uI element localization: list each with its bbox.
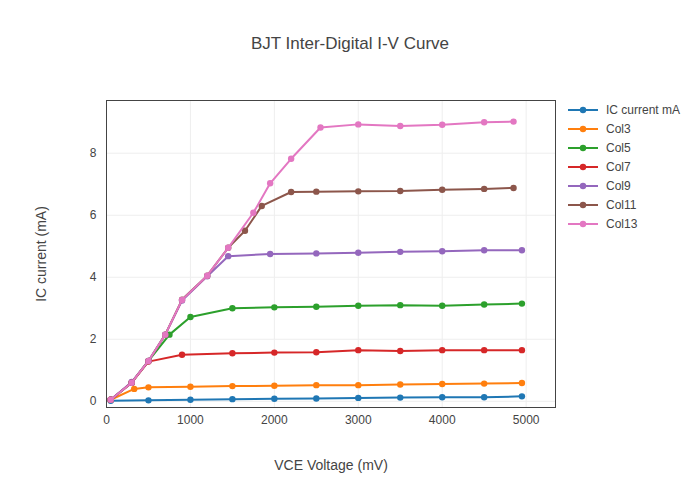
html-text:Col3: Col3 [606,121,631,136]
svg-text:0: 0 [103,413,110,427]
html-text:IC current mA: IC current mA [606,102,680,117]
svg-text:2000: 2000 [261,413,288,427]
svg-text:0: 0 [90,394,97,408]
svg-text:6: 6 [90,208,97,222]
svg-text:2: 2 [90,332,97,346]
html-text:Col5: Col5 [606,140,631,155]
svg-text:5000: 5000 [513,413,540,427]
html-text:Col7: Col7 [606,159,631,174]
svg-text:8: 8 [90,146,97,160]
svg-text:3000: 3000 [345,413,372,427]
svg-text:1000: 1000 [177,413,204,427]
svg-text:VCE Voltage (mV): VCE Voltage (mV) [274,457,388,473]
svg-text:4: 4 [90,270,97,284]
html-text:Col13: Col13 [606,216,638,231]
html-text:Col9: Col9 [606,178,631,193]
html-text:Col11: Col11 [606,197,637,212]
svg-text:IC current (mA): IC current (mA) [33,206,49,302]
html-text:BJT Inter-Digital I-V Curve: BJT Inter-Digital I-V Curve [251,34,449,53]
svg-text:4000: 4000 [429,413,456,427]
